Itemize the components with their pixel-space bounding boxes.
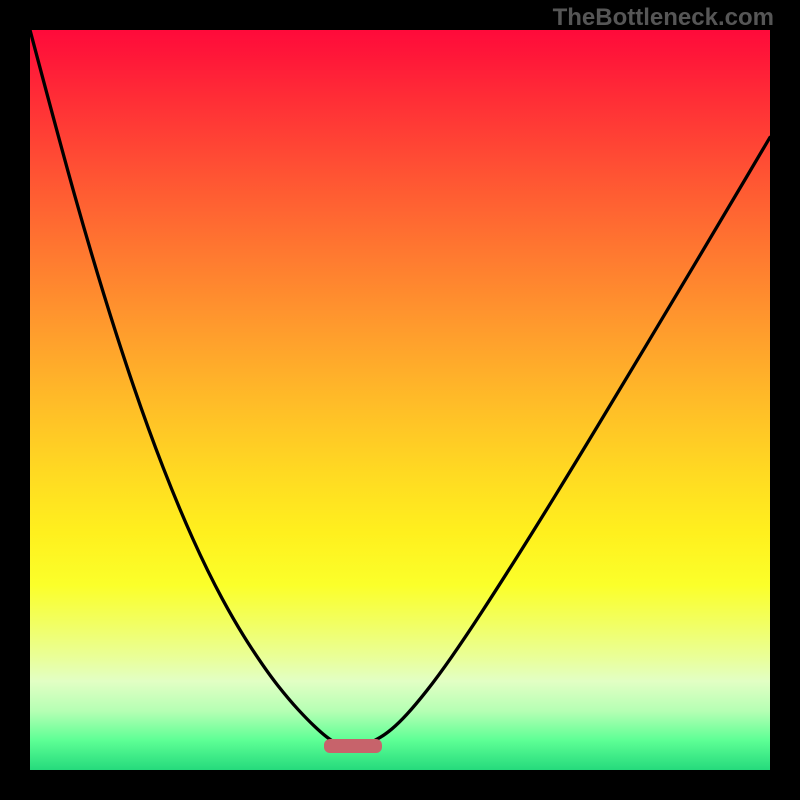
plot-area [30,30,770,770]
chart-root: TheBottleneck.com [0,0,800,800]
curve-svg [30,30,770,770]
optimal-marker [324,739,382,753]
watermark-text: TheBottleneck.com [553,4,774,32]
bottleneck-curve [30,30,770,744]
